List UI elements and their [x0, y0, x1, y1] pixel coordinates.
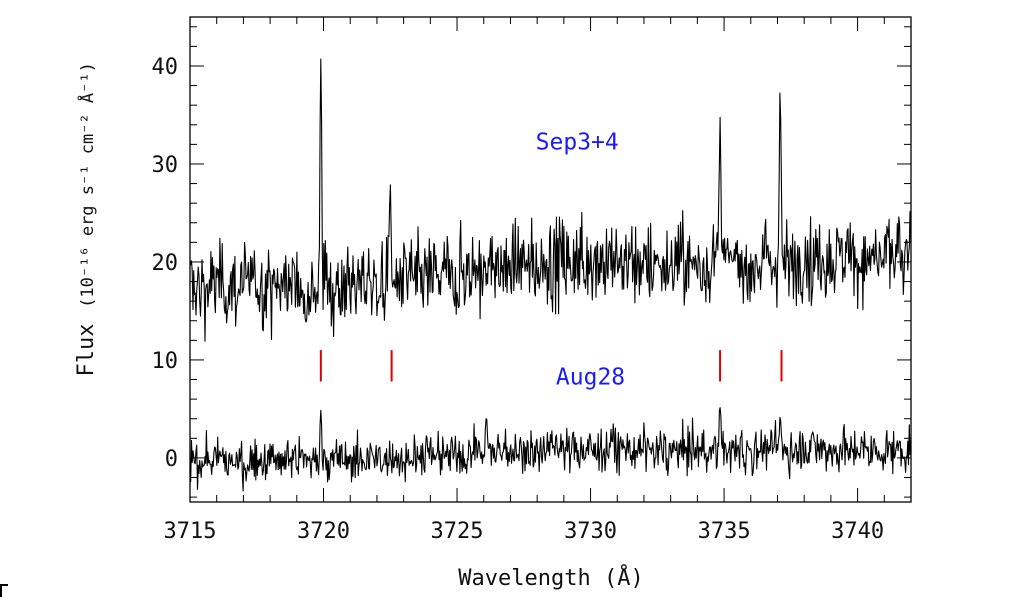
corner-artifact — [0, 584, 8, 597]
y-tick-label: 40 — [152, 55, 179, 80]
y-tick-label: 20 — [152, 251, 179, 276]
y-axis-title-units: (10⁻¹⁶ erg s⁻¹ cm⁻² Å⁻¹) — [76, 62, 98, 308]
series-label-aug: Aug28 — [556, 364, 625, 390]
y-axis-title: Flux (10⁻¹⁶ erg s⁻¹ cm⁻² Å⁻¹) — [74, 62, 99, 376]
y-axis-title-main: Flux — [74, 324, 99, 377]
y-tick-label: 10 — [152, 349, 179, 374]
spectra-lines — [189, 58, 912, 492]
tick-labels: 3715 3720 3725 3730 3735 3740 0 10 20 30 40 — [152, 55, 885, 544]
spectrum-line — [189, 407, 912, 492]
axis-ticks — [189, 17, 912, 502]
x-tick-label: 3715 — [164, 519, 217, 544]
series-label-sep: Sep3+4 — [536, 129, 619, 155]
y-tick-label: 30 — [152, 153, 179, 178]
x-axis-title: Wavelength (Å) — [458, 564, 643, 591]
plot-border — [189, 16, 912, 503]
plot-frame — [189, 16, 912, 503]
x-tick-label: 3720 — [297, 519, 350, 544]
x-tick-label: 3735 — [698, 519, 751, 544]
x-tick-label: 3740 — [831, 519, 884, 544]
line-identification-markers — [319, 350, 783, 382]
x-tick-label: 3730 — [564, 519, 617, 544]
spectrum-line — [189, 58, 912, 342]
x-tick-label: 3725 — [431, 519, 484, 544]
y-tick-label: 0 — [165, 447, 178, 472]
